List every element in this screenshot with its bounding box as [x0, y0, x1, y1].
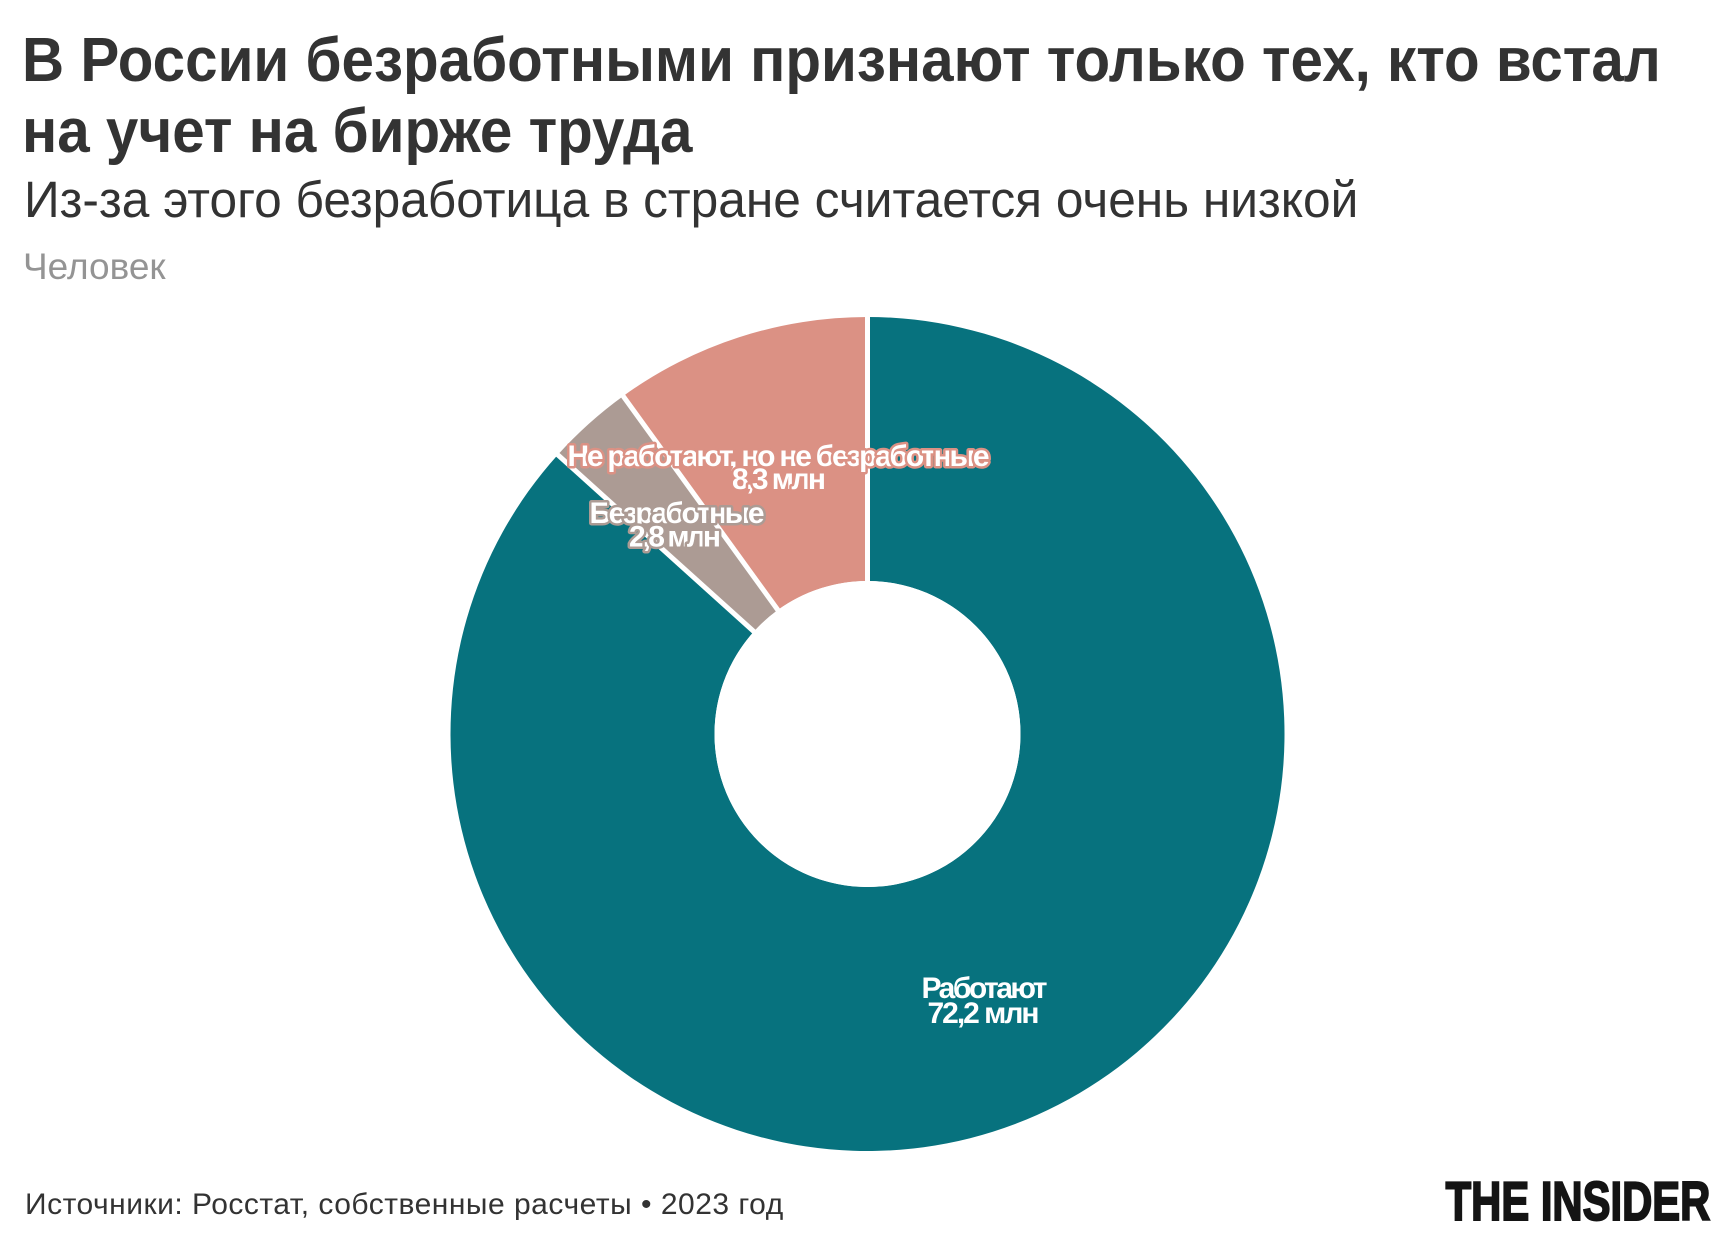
svg-text:72,2 млн: 72,2 млн [928, 997, 1040, 1030]
svg-text:Не работают, но не безработные: Не работают, но не безработные [568, 440, 990, 473]
svg-text:2,8 млн: 2,8 млн [629, 521, 721, 554]
svg-text:Работают: Работают [922, 972, 1048, 1005]
svg-text:8,3 млн: 8,3 млн [732, 463, 826, 496]
svg-text:Безработные: Безработные [590, 497, 765, 530]
